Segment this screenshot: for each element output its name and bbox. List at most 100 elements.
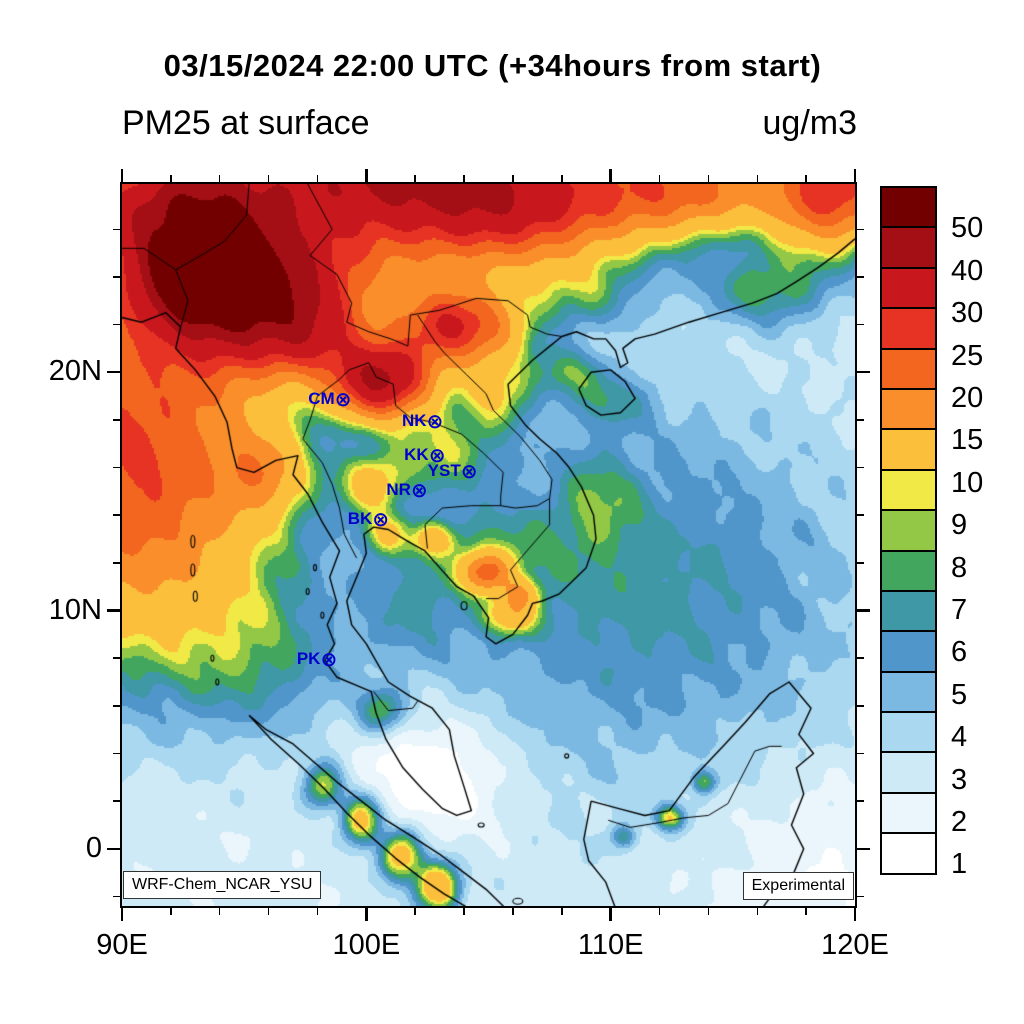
station-marker-icon: ⊗ <box>410 480 428 503</box>
minor-tick <box>113 514 120 516</box>
colorbar-box-16 <box>880 832 937 875</box>
colorbar-box-13 <box>880 711 937 754</box>
minor-tick <box>170 175 172 182</box>
station-marker-nr: NR⊗ <box>386 481 427 501</box>
minor-tick <box>113 562 120 564</box>
minor-tick <box>658 175 661 182</box>
station-id: NK <box>401 411 427 431</box>
colorbar-box-14 <box>880 751 937 794</box>
minor-tick <box>857 419 864 421</box>
minor-tick <box>857 800 864 802</box>
colorbar-box-15 <box>880 791 937 835</box>
minor-tick <box>857 895 864 898</box>
major-tick <box>853 908 857 921</box>
minor-tick <box>113 228 120 231</box>
minor-tick <box>316 908 319 915</box>
station-marker-icon: ⊗ <box>372 509 390 532</box>
minor-tick <box>805 175 807 182</box>
minor-tick <box>218 908 221 915</box>
major-tick <box>120 169 124 182</box>
station-marker-icon: ⊗ <box>334 389 352 412</box>
station-id: PK <box>296 648 321 668</box>
minor-tick <box>512 908 514 915</box>
colorbar-level-40: 40 <box>951 254 984 287</box>
major-tick <box>857 370 870 374</box>
major-tick <box>857 847 870 851</box>
colorbar-level-30: 30 <box>951 297 984 330</box>
major-tick <box>857 609 870 612</box>
pm25-concentration-map-canvas <box>122 184 855 906</box>
minor-tick <box>707 908 710 915</box>
minor-tick <box>561 175 563 182</box>
colorbar-level-2: 2 <box>951 806 968 838</box>
minor-tick <box>113 800 120 802</box>
minor-tick <box>267 908 270 915</box>
minor-tick <box>414 908 416 915</box>
y-axis-label-10N: 10N <box>48 593 102 626</box>
minor-tick <box>113 895 120 898</box>
minor-tick <box>113 276 120 278</box>
y-axis-label-20N: 20N <box>48 355 102 388</box>
colorbar-level-9: 9 <box>951 509 968 542</box>
colorbar-box-0 <box>880 186 937 229</box>
station-id: YST <box>427 460 461 480</box>
minor-tick <box>805 908 807 915</box>
colorbar-level-3: 3 <box>951 763 968 796</box>
units-label: ug/m3 <box>762 104 858 142</box>
station-marker-yst: YST⊗ <box>428 462 478 482</box>
colorbar-box-5 <box>880 387 937 431</box>
major-tick <box>107 370 120 374</box>
colorbar-box-12 <box>880 670 937 714</box>
colorbar-level-7: 7 <box>951 594 968 626</box>
colorbar-box-4 <box>880 347 937 390</box>
colorbar-box-2 <box>880 266 937 310</box>
minor-tick <box>857 752 864 755</box>
x-axis-label-110E: 110E <box>577 929 644 961</box>
colorbar-box-10 <box>880 589 937 633</box>
map-frame <box>120 182 857 908</box>
minor-tick <box>561 908 563 915</box>
minor-tick <box>218 175 221 182</box>
colorbar-box-3 <box>880 307 937 350</box>
minor-tick <box>857 562 864 564</box>
minor-tick <box>857 705 864 707</box>
major-tick <box>107 609 120 612</box>
y-axis-label-0: 0 <box>85 831 102 864</box>
minor-tick <box>658 908 661 915</box>
colorbar-level-25: 25 <box>951 339 984 372</box>
minor-tick <box>113 705 120 707</box>
major-tick <box>365 908 368 921</box>
major-tick <box>609 169 612 182</box>
minor-tick <box>113 657 120 659</box>
x-axis-label-100E: 100E <box>332 929 401 961</box>
colorbar-level-8: 8 <box>951 551 968 584</box>
minor-tick <box>857 657 864 659</box>
colorbar-level-6: 6 <box>951 636 968 669</box>
colorbar-level-5: 5 <box>951 678 968 711</box>
minor-tick <box>512 175 514 182</box>
major-tick <box>120 908 124 921</box>
model-badge: WRF-Chem_NCAR_YSU <box>123 871 322 899</box>
minor-tick <box>756 175 759 182</box>
station-id: NR <box>386 480 411 500</box>
colorbar-level-15: 15 <box>951 424 984 457</box>
minor-tick <box>316 175 319 182</box>
major-tick <box>853 169 857 182</box>
minor-tick <box>113 323 120 326</box>
colorbar <box>880 186 937 875</box>
minor-tick <box>113 466 120 469</box>
major-tick <box>365 169 368 182</box>
station-id: CM <box>308 389 335 409</box>
station-marker-pk: PK⊗ <box>297 650 337 670</box>
minor-tick <box>707 175 710 182</box>
x-axis-label-120E: 120E <box>821 929 889 961</box>
colorbar-level-50: 50 <box>951 212 984 245</box>
minor-tick <box>170 908 172 915</box>
station-id: BK <box>347 509 373 529</box>
plot-title: 03/15/2024 22:00 UTC (+34hours from star… <box>163 48 822 83</box>
colorbar-level-4: 4 <box>951 721 968 754</box>
major-tick <box>609 908 612 921</box>
station-marker-icon: ⊗ <box>426 411 444 434</box>
minor-tick <box>113 752 120 755</box>
